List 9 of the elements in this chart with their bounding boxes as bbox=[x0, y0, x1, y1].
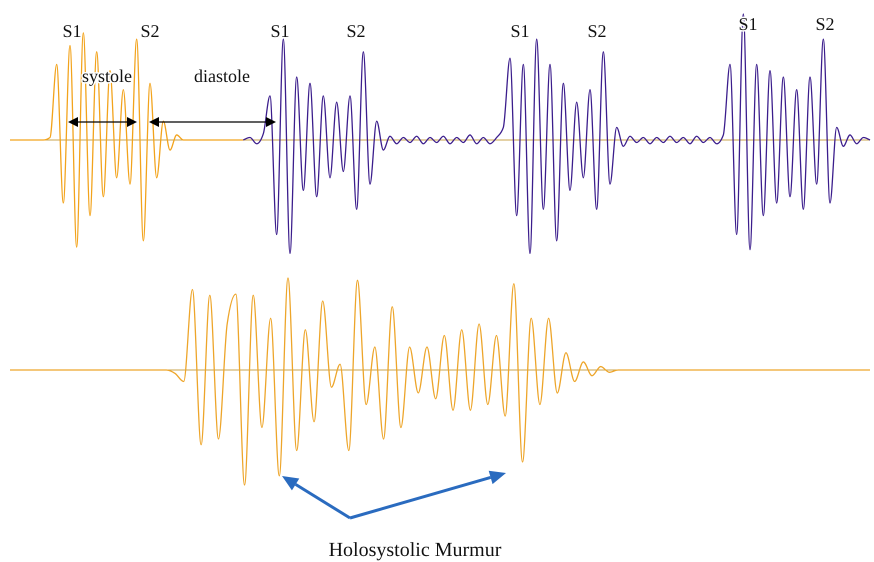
annotation: S2 bbox=[815, 14, 835, 34]
annotation: S1 bbox=[62, 21, 82, 41]
annotation: S2 bbox=[346, 21, 366, 41]
annotation: S1 bbox=[510, 21, 530, 41]
text: Holosystolic Murmur bbox=[328, 539, 502, 561]
annotation: S2 bbox=[587, 21, 607, 41]
annotation: S2 bbox=[140, 21, 160, 41]
annotation: S1 bbox=[270, 21, 290, 41]
annotation: diastole bbox=[194, 66, 250, 86]
